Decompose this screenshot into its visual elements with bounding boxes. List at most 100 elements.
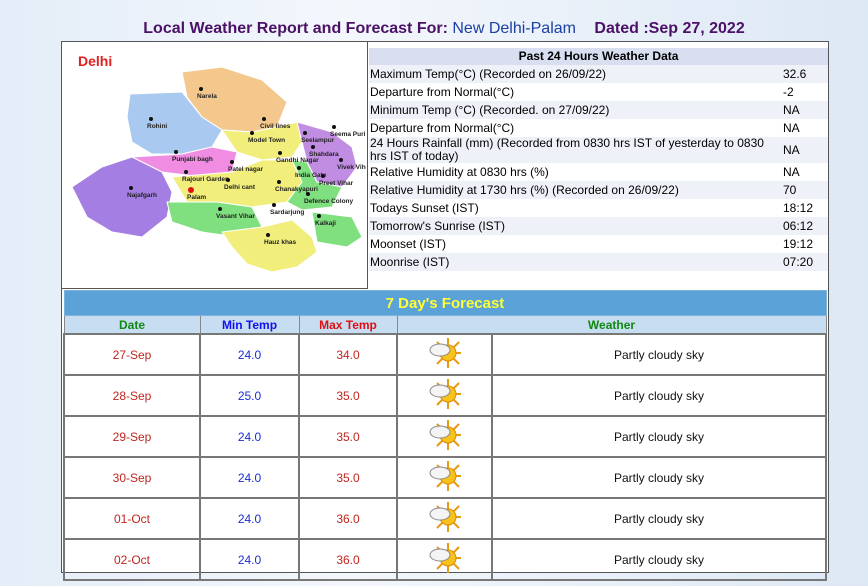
- forecast-cell: 35.0: [298, 456, 398, 499]
- map-dot: [272, 203, 276, 207]
- forecast-row: 30-Sep 24.0 35.0 Partly cloudy sky: [63, 456, 827, 499]
- map-dot: [277, 180, 281, 184]
- forecast-cell: 35.0: [298, 374, 398, 417]
- map-dot: [278, 151, 282, 155]
- map: Delhi Narela Rohini Civil lines Seema Puri M…: [71, 53, 372, 273]
- icon-cell: [396, 415, 493, 458]
- forecast-row: 29-Sep 24.0 35.0 Partly cloudy sky: [63, 415, 827, 458]
- forecast-cell: 28-Sep: [63, 374, 201, 417]
- past-label: Tomorrow's Sunrise (IST): [369, 217, 782, 235]
- map-place: Civil lines: [260, 123, 291, 130]
- past-value: 07:20: [782, 253, 828, 271]
- forecast-cell: 29-Sep: [63, 415, 201, 458]
- forecast-row: 28-Sep 25.0 35.0 Partly cloudy sky: [63, 374, 827, 417]
- past-label: Minimum Temp (°C) (Recorded. on 27/09/22…: [369, 101, 782, 119]
- forecast-row: 02-Oct 24.0 36.0 Partly cloudy sky: [63, 538, 827, 581]
- past-value: 70: [782, 181, 828, 199]
- map-dot: [266, 233, 270, 237]
- map-place: Najafgarh: [127, 192, 157, 199]
- map-dot: [129, 186, 133, 190]
- past-label: Relative Humidity at 0830 hrs (%): [370, 164, 549, 179]
- map-place: Shahdara: [309, 151, 339, 158]
- map-place: Delhi cant: [224, 184, 256, 191]
- map-dot: [184, 170, 188, 174]
- forecast-cell: Partly cloudy sky: [491, 374, 827, 417]
- map-dot: [297, 166, 301, 170]
- past-row: Moonrise (IST) 07:20: [369, 253, 828, 271]
- map-dot: [199, 87, 203, 91]
- weather-icon: [429, 543, 461, 573]
- map-dot: [250, 131, 254, 135]
- forecast-cell: Partly cloudy sky: [491, 333, 827, 376]
- past-row: Todays Sunset (IST) 18:12: [369, 199, 828, 217]
- map-place: Seema Puri: [330, 131, 366, 138]
- map-place: Defence Colony: [304, 198, 354, 205]
- map-place: Hauz khas: [264, 239, 297, 246]
- report-box: Delhi Narela Rohini Civil lines Seema Puri M…: [61, 41, 829, 581]
- forecast-cell: 36.0: [298, 497, 398, 540]
- forecast-cell: Partly cloudy sky: [491, 415, 827, 458]
- past-24h-title: Past 24 Hours Weather Data: [369, 48, 828, 65]
- forecast-row: 01-Oct 24.0 36.0 Partly cloudy sky: [63, 497, 827, 540]
- past-label: Departure from Normal(°C): [370, 120, 515, 135]
- map-dot: [306, 192, 310, 196]
- map-dot: [321, 174, 325, 178]
- map-dot: [317, 214, 321, 218]
- icon-cell: [396, 333, 493, 376]
- past-label: Moonrise (IST): [369, 253, 782, 271]
- past-value: NA: [783, 164, 800, 179]
- icon-cell: [396, 538, 493, 581]
- map-place: Palam: [187, 194, 206, 201]
- map-dot: [262, 117, 266, 121]
- map-dot: [149, 117, 153, 121]
- map-place: Chanakyapuri: [275, 186, 318, 193]
- past-value: 18:12: [783, 200, 814, 215]
- map-place: Narela: [197, 93, 217, 100]
- forecast-cell: 24.0: [199, 415, 300, 458]
- forecast-cell: Partly cloudy sky: [491, 497, 827, 540]
- map-dot: [303, 131, 307, 135]
- past-label: Moonset (IST): [370, 236, 447, 251]
- past-label: Departure from Normal(°C): [370, 84, 515, 99]
- forecast-cell: 34.0: [298, 333, 398, 376]
- past-value: NA: [783, 120, 800, 135]
- map-dot: [188, 187, 194, 193]
- forecast-cell: Partly cloudy sky: [491, 538, 827, 581]
- past-value: 32.6: [782, 65, 828, 83]
- map-place: Vivek Vihar: [337, 164, 366, 171]
- forecast-cell: 36.0: [298, 538, 398, 581]
- map-place: Sardarjung: [270, 209, 304, 216]
- column-header: Weather: [396, 315, 827, 335]
- map-place: Vasant Vihar: [216, 213, 255, 220]
- past-value: NA: [782, 101, 828, 119]
- past-row: Maximum Temp(°C) (Recorded on 26/09/22) 3…: [369, 65, 828, 83]
- map-dot: [174, 150, 178, 154]
- forecast-row: 27-Sep 24.0 34.0 Partly cloudy sky: [63, 333, 827, 376]
- column-header: Date: [63, 315, 201, 335]
- past-row: Departure from Normal(°C) NA: [369, 119, 828, 137]
- icon-cell: [396, 456, 493, 499]
- weather-icon: [429, 379, 461, 409]
- forecast-header: Date Min Temp Max Temp Weather: [63, 315, 827, 335]
- map-place: India Gate: [295, 172, 327, 179]
- weather-icon: [429, 461, 461, 491]
- past-value: NA: [782, 137, 828, 163]
- past-row: 24 Hours Rainfall (mm) (Recorded from 08…: [369, 137, 828, 163]
- map-dot: [311, 145, 315, 149]
- icon-cell: [396, 374, 493, 417]
- map-place: Rohini: [147, 123, 167, 130]
- past-row: Relative Humidity at 0830 hrs (%) NA: [369, 163, 828, 181]
- forecast-title: 7 Day's Forecast: [63, 290, 827, 316]
- map-place: Preet Vihar: [319, 180, 354, 187]
- past-row: Tomorrow's Sunrise (IST) 06:12: [369, 217, 828, 235]
- past-label: Maximum Temp(°C) (Recorded on 26/09/22): [369, 65, 782, 83]
- header: Local Weather Report and Forecast For: N…: [0, 20, 868, 38]
- past-label: 24 Hours Rainfall (mm) (Recorded from 08…: [369, 137, 782, 163]
- title: Local Weather Report and Forecast For:: [143, 20, 448, 37]
- forecast-cell: 24.0: [199, 538, 300, 581]
- past-row: Departure from Normal(°C) -2: [369, 83, 828, 101]
- weather-icon: [429, 338, 461, 368]
- station: New Delhi-Palam: [452, 20, 576, 37]
- weather-icon: [429, 420, 461, 450]
- map-place: Rajouri Garden: [182, 176, 229, 183]
